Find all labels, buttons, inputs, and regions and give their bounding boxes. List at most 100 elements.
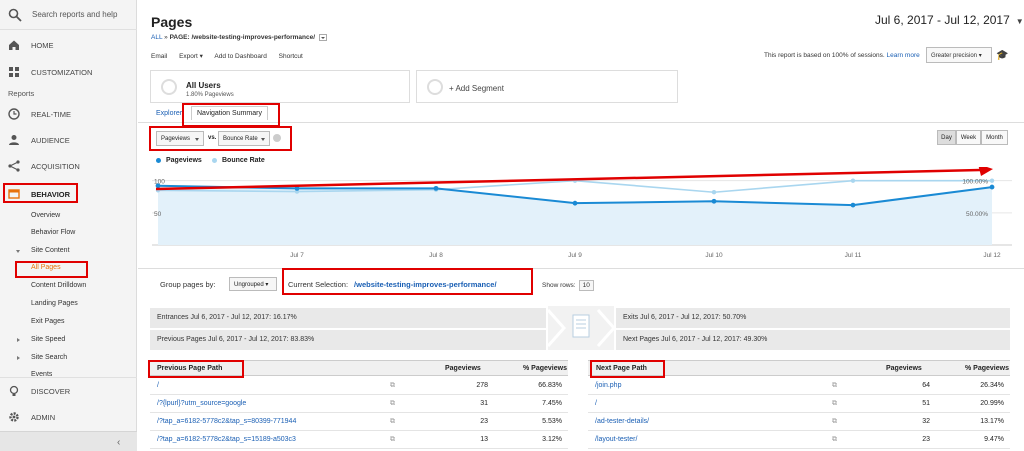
date-range-picker[interactable]: Jul 6, 2017 - Jul 12, 2017 ▼ [875,13,1024,27]
next-percent-header[interactable]: % Pageviews [965,365,1009,372]
nav-audience[interactable]: AUDIENCE [0,127,137,153]
export-button[interactable]: Export ▾ [179,53,203,60]
pageviews-point [711,198,717,204]
breadcrumb-all[interactable]: ALL [151,34,163,42]
tab-navigation-summary[interactable]: Navigation Summary [191,106,268,120]
nav-admin[interactable]: ADMIN [0,404,137,430]
page-title: Pages [151,14,193,30]
open-link-icon[interactable]: ⧉ [832,436,837,443]
legend-pageviews: Pageviews [156,157,202,164]
page-path-link[interactable]: / [595,400,597,407]
group-by-select[interactable]: Ungrouped ▾ [229,277,277,291]
nav-behavior[interactable]: BEHAVIOR [0,181,137,207]
remove-metric-icon[interactable] [273,134,281,142]
period-week-button[interactable]: Week [956,130,981,145]
current-selection-value[interactable]: /website-testing-improves-performance/ [354,280,497,289]
previous-pageviews-header[interactable]: Pageviews [445,365,481,372]
x-tick-label: Jul 8 [429,252,443,259]
primary-metric-select[interactable]: Pageviews [156,131,204,146]
nav-customization[interactable]: CUSTOMIZATION [0,59,137,85]
nav-acquisition[interactable]: ACQUISITION [0,153,137,179]
email-button[interactable]: Email [151,53,168,60]
pageviews-cell: 51 [922,400,930,407]
gear-icon [9,412,19,422]
percent-cell: 20.99% [980,400,1004,407]
open-link-icon[interactable]: ⧉ [390,400,395,407]
learn-more-link[interactable]: Learn more [886,52,920,59]
reports-section-label: Reports [8,89,35,98]
nav-site-content[interactable]: Site Content [16,247,70,254]
previous-table-header: Previous Page Path Pageviews % Pageviews [150,360,568,376]
precision-dropdown[interactable]: Greater precision ▾ [926,47,992,63]
x-tick-label: Jul 11 [845,252,862,259]
secondary-metric-select[interactable]: Bounce Rate [218,131,270,146]
show-rows-select[interactable]: 10 [578,280,594,291]
next-path-header[interactable]: Next Page Path [596,365,647,372]
period-month-button[interactable]: Month [981,130,1008,145]
y-tick-label-left: 100 [154,179,165,186]
tab-explorer[interactable]: Explorer [156,110,183,117]
percent-cell: 26.34% [980,382,1004,389]
page-path-link[interactable]: /?{lpurl}?utm_source=google [157,400,247,407]
previous-percent-header[interactable]: % Pageviews [523,365,567,372]
export-label: Export [179,53,198,60]
table-row: /ad-tester-details/ ⧉ 32 13.17% [588,413,1010,431]
nav-realtime-label: REAL-TIME [31,110,72,119]
pageviews-point [572,200,578,206]
next-pageviews-header[interactable]: Pageviews [886,365,922,372]
nav-all-pages[interactable]: All Pages [31,264,61,271]
x-tick-label: Jul 9 [568,252,582,259]
clock-icon [8,108,20,120]
sidebar-search[interactable]: Search reports and help [0,0,137,30]
breadcrumb-page: PAGE: /website-testing-improves-performa… [169,34,316,42]
page-path-link[interactable]: / [157,382,159,389]
lightbulb-icon [9,385,19,396]
shortcut-button[interactable]: Shortcut [278,53,303,60]
group-by-label: Group pages by: [160,280,216,289]
open-link-icon[interactable]: ⧉ [832,418,837,425]
nav-content-drilldown[interactable]: Content Drilldown [31,282,87,289]
open-link-icon[interactable]: ⧉ [832,400,837,407]
nav-events[interactable]: Events [31,371,53,376]
page-path-link[interactable]: /?tap_a=6182-5778c2&tap_s=15189-a503c3 [157,436,296,443]
period-day-button[interactable]: Day [937,130,956,145]
insights-icon[interactable]: 🎓 [996,50,1009,61]
chevron-left-icon[interactable]: ‹ [117,437,121,448]
nav-site-speed[interactable]: Site Speed [16,336,66,343]
nav-home[interactable]: HOME [0,32,137,58]
previous-path-header[interactable]: Previous Page Path [157,365,223,372]
page-path-link[interactable]: /join.php [595,382,622,389]
open-link-icon[interactable]: ⧉ [390,418,395,425]
page-path-link[interactable]: /layout-tester/ [595,436,638,443]
page-path-link[interactable]: /ad-tester-details/ [595,418,650,425]
nav-site-search[interactable]: Site Search [16,354,68,361]
add-segment-button[interactable]: + Add Segment [416,70,678,103]
open-link-icon[interactable]: ⧉ [390,436,395,443]
current-selection-label: Current Selection: [288,280,349,289]
pageviews-point [850,202,856,208]
segment-all-users[interactable]: All Users 1.80% Pageviews [150,70,410,103]
nav-exit-pages[interactable]: Exit Pages [31,318,65,325]
sidebar: Search reports and help HOME CUSTOMIZATI… [0,0,137,451]
nav-landing-pages[interactable]: Landing Pages [31,300,78,307]
breadcrumb-dropdown[interactable] [318,34,327,41]
open-link-icon[interactable]: ⧉ [832,382,837,389]
page-path-link[interactable]: /?tap_a=6182-5778c2&tap_s=80399-771944 [157,418,297,425]
pageviews-cell: 31 [480,400,488,407]
open-link-icon[interactable]: ⧉ [390,382,395,389]
nav-realtime[interactable]: REAL-TIME [0,101,137,127]
report-toolbar: Email Export ▾ Add to Dashboard Shortcut [151,52,313,60]
document-icon [546,309,617,347]
sidebar-collapse-bar[interactable]: ‹ [0,431,137,451]
next-table-header: Next Page Path Pageviews % Pageviews [588,360,1010,376]
nav-acquisition-label: ACQUISITION [31,162,80,171]
next-pages-bar: Next Pages Jul 6, 2017 - Jul 12, 2017: 4… [616,330,1010,350]
nav-discover[interactable]: DISCOVER [0,377,137,403]
percent-cell: 66.83% [538,382,562,389]
highlight-previous-path [148,360,244,378]
nav-behavior-flow[interactable]: Behavior Flow [31,229,76,236]
pageviews-cell: 23 [922,436,930,443]
add-dashboard-button[interactable]: Add to Dashboard [214,53,267,60]
nav-overview[interactable]: Overview [31,212,61,219]
y-tick-label-right: 50.00% [966,211,988,218]
